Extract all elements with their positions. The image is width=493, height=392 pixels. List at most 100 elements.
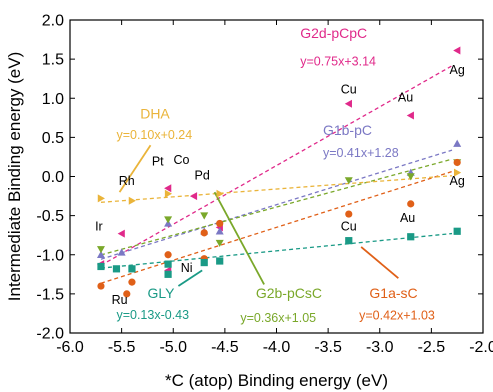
data-point [344, 177, 353, 185]
data-point [200, 212, 209, 220]
data-point [117, 248, 126, 256]
data-point [164, 270, 172, 278]
fit-equation-label: y=0.75x+3.14 [300, 54, 376, 68]
data-point [453, 139, 462, 147]
x-tick-label: -2.0 [469, 339, 493, 356]
leader-line [360, 246, 399, 279]
metal-label: Ir [95, 219, 103, 233]
y-tick-label: -2.0 [36, 326, 64, 343]
data-point [97, 282, 105, 290]
metal-label: Au [400, 211, 415, 225]
data-point [215, 227, 224, 235]
series-name-label: G2b-pCsC [256, 285, 322, 301]
x-tick-label: -5.5 [108, 339, 136, 356]
x-tick-label: -5.0 [159, 339, 187, 356]
data-point [406, 111, 414, 120]
x-tick-label: -3.5 [314, 339, 342, 356]
metal-label: Rh [119, 174, 135, 188]
data-point [117, 229, 125, 238]
data-point [216, 257, 224, 265]
fit-equation-label: y=0.10x+0.24 [116, 128, 192, 142]
data-point [200, 229, 208, 237]
fit-equation-label: y=0.41x+1.28 [323, 146, 399, 160]
data-points [96, 46, 462, 298]
metal-label: Cu [341, 219, 357, 233]
fit-equation-label: y=0.36x+1.05 [240, 311, 316, 325]
data-point [112, 265, 121, 273]
data-point [96, 250, 105, 258]
data-point [128, 278, 136, 286]
fit-equation-label: y=0.42x+1.03 [359, 309, 435, 323]
data-point [128, 265, 136, 273]
data-point [189, 192, 198, 201]
series-name-label: GLY [147, 285, 175, 301]
y-tick-label: 1.5 [42, 52, 64, 69]
data-point [406, 173, 415, 181]
metal-label: Ag [450, 63, 465, 77]
chart-labels: Ag Au Cu Pt Co Rh Pd Ir Ag Au Cu Ni Ru G2d-pCpC G1b-pC… [95, 25, 465, 325]
y-tick-label: 0.0 [42, 169, 64, 186]
y-tick-label: -0.5 [36, 208, 64, 225]
x-tick-label: -3.0 [366, 339, 394, 356]
leader-line [118, 144, 152, 193]
y-tick-label: -1.5 [36, 286, 64, 303]
data-point [407, 233, 415, 241]
data-point [453, 227, 461, 235]
series-name-label: G1a-sC [369, 285, 417, 301]
metal-label: Pt [152, 155, 164, 169]
data-point [164, 189, 173, 198]
label-leaders [118, 144, 399, 287]
leader-line [177, 269, 203, 287]
metal-label: Ru [112, 293, 128, 307]
data-point [344, 99, 352, 108]
y-tick-label: 1.0 [42, 91, 64, 108]
fit-line [100, 149, 453, 260]
data-point [97, 262, 105, 271]
plot-area [69, 19, 484, 334]
data-point [407, 200, 415, 208]
x-tick-label: -6.0 [56, 339, 84, 356]
metal-label: Cu [341, 83, 357, 97]
fit-line [100, 158, 453, 256]
series-name-label: G2d-pCpC [300, 25, 367, 41]
y-tick-label: 0.5 [42, 130, 64, 147]
y-tick-label: 2.0 [42, 13, 64, 30]
data-point [128, 196, 136, 205]
fit-equation-label: y=0.13x-0.43 [116, 308, 189, 322]
metal-label: Au [398, 90, 413, 104]
x-tick-label: -2.5 [418, 339, 446, 356]
data-point [97, 194, 105, 203]
y-axis-title: Intermediate Binding energy (eV) [5, 52, 24, 301]
fit-line [100, 170, 453, 284]
series-name-label: DHA [140, 106, 170, 122]
x-tick-label: -4.0 [263, 339, 291, 356]
data-point [164, 216, 173, 224]
data-point [215, 239, 224, 248]
data-point [453, 46, 461, 55]
data-point [123, 290, 131, 298]
metal-label: Ag [450, 174, 465, 188]
data-point [216, 189, 224, 198]
data-point [453, 158, 461, 167]
fit-line [100, 175, 453, 203]
data-point [345, 210, 353, 218]
data-point [216, 219, 224, 228]
data-point [453, 168, 462, 177]
y-tick-label: -1.0 [36, 247, 64, 264]
metal-label: Co [174, 153, 190, 167]
fit-lines [100, 65, 453, 284]
data-point [164, 260, 172, 268]
metal-label: Pd [195, 169, 210, 183]
data-point [164, 184, 172, 193]
axis-ticks: -6.0 -5.5 -5.0 -4.5 -4.0 -3.5 -3.0 -2.5 -2.0 -2.0… [36, 13, 493, 357]
leader-line [213, 191, 265, 285]
x-axis-title: *C (atop) Binding energy (eV) [165, 371, 388, 390]
data-point [164, 251, 172, 259]
fit-line [100, 65, 453, 266]
metal-label: Ni [181, 261, 193, 275]
data-point [345, 237, 353, 245]
data-point [200, 258, 208, 267]
data-point [96, 246, 105, 254]
x-tick-label: -4.5 [211, 339, 239, 356]
